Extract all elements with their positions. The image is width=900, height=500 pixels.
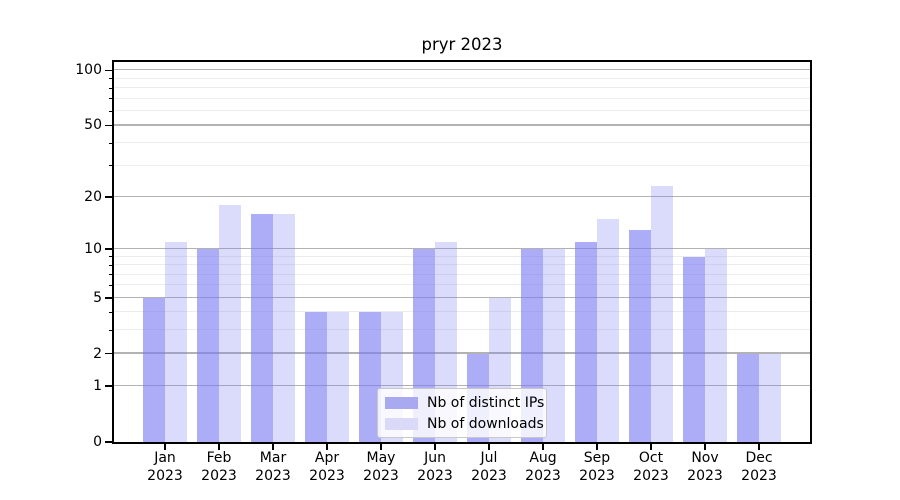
y-tick-mark — [105, 385, 112, 387]
x-tick-label: Jun 2023 — [417, 450, 453, 484]
legend-swatch — [385, 396, 418, 409]
x-tick-label: Feb 2023 — [201, 450, 237, 484]
grid-minor-line — [114, 264, 810, 266]
y-minor-tick-mark — [109, 142, 113, 144]
x-tick-mark — [434, 444, 436, 450]
grid-minor-line — [114, 87, 810, 89]
grid-major-line — [114, 296, 810, 298]
y-minor-tick-mark — [109, 78, 113, 80]
bar-ips-apr — [305, 312, 327, 442]
bar-ips-may — [359, 312, 381, 442]
grid-minor-line — [114, 164, 810, 166]
bar-downloads-oct — [651, 186, 673, 442]
grid-minor-line — [114, 77, 810, 79]
x-tick-label: Aug 2023 — [525, 450, 561, 484]
x-tick-mark — [272, 444, 274, 450]
grid-minor-line — [114, 255, 810, 257]
y-minor-tick-mark — [109, 311, 113, 313]
grid-major-line — [114, 247, 810, 249]
x-tick-label: Dec 2023 — [741, 450, 777, 484]
bar-downloads-mar — [273, 213, 295, 442]
grid-major-line — [114, 124, 810, 126]
bar-ips-jan — [143, 297, 165, 442]
legend-label-downloads: Nb of downloads — [427, 415, 544, 432]
bar-downloads-sep — [597, 218, 619, 442]
y-tick-mark — [105, 296, 112, 299]
grid-minor-line — [114, 110, 810, 112]
x-tick-mark — [164, 444, 166, 450]
bar-ips-dec — [737, 353, 759, 442]
legend-label-distinct-ips: Nb of distinct IPs — [427, 394, 545, 411]
y-minor-tick-mark — [109, 165, 113, 167]
x-tick-label: Sep 2023 — [579, 450, 615, 484]
y-tick-label: 2 — [93, 345, 102, 362]
plot-area — [112, 60, 812, 444]
bar-ips-oct — [629, 229, 651, 442]
grid-minor-line — [114, 311, 810, 313]
bar-ips-nov — [683, 256, 705, 442]
grid-major-line — [114, 352, 810, 354]
y-tick-mark — [105, 248, 112, 250]
grid-major-line — [114, 69, 810, 71]
y-minor-tick-mark — [109, 264, 113, 266]
x-tick-mark — [704, 444, 706, 450]
bar-ips-sep — [575, 241, 597, 442]
grid-minor-line — [114, 273, 810, 275]
y-tick-label: 1 — [93, 378, 102, 395]
grid-major-line — [114, 195, 810, 197]
x-tick-mark — [488, 444, 490, 450]
bar-downloads-jan — [165, 241, 187, 442]
legend-item-distinct-ips: Nb of distinct IPs — [385, 394, 544, 412]
bar-ips-mar — [251, 213, 273, 442]
grid-minor-line — [114, 329, 810, 331]
x-tick-label: Oct 2023 — [633, 450, 669, 484]
legend-swatch — [385, 417, 418, 430]
x-tick-label: Jul 2023 — [471, 450, 507, 484]
y-tick-label: 20 — [84, 188, 102, 205]
legend-item-downloads: Nb of downloads — [385, 415, 544, 433]
bar-downloads-feb — [219, 204, 241, 442]
y-tick-label: 50 — [84, 117, 102, 134]
bar-downloads-dec — [759, 353, 781, 442]
grid-minor-line — [114, 284, 810, 286]
y-minor-tick-mark — [109, 110, 113, 112]
bar-ips-feb — [197, 248, 219, 442]
x-tick-label: Mar 2023 — [255, 450, 291, 484]
y-tick-mark — [105, 69, 112, 72]
x-tick-mark — [218, 444, 220, 450]
y-tick-mark — [105, 352, 112, 355]
x-tick-mark — [596, 444, 598, 450]
x-tick-mark — [380, 444, 382, 450]
y-tick-label: 10 — [84, 240, 102, 257]
grid-minor-line — [114, 142, 810, 144]
y-tick-label: 0 — [93, 434, 102, 450]
x-tick-mark — [758, 444, 760, 450]
bar-downloads-aug — [543, 248, 565, 442]
y-minor-tick-mark — [109, 284, 113, 286]
x-tick-mark — [650, 444, 652, 450]
x-tick-label: Jan 2023 — [147, 450, 183, 484]
y-tick-mark — [105, 124, 112, 127]
y-tick-label: 100 — [75, 62, 102, 79]
y-minor-tick-mark — [109, 274, 113, 276]
bar-downloads-nov — [705, 248, 727, 442]
grid-minor-line — [114, 97, 810, 99]
x-tick-mark — [326, 444, 328, 450]
y-tick-mark — [105, 441, 112, 443]
y-tick-mark — [105, 196, 112, 198]
grid-major-line — [114, 385, 810, 387]
x-tick-label: Apr 2023 — [309, 450, 345, 484]
y-minor-tick-mark — [109, 98, 113, 100]
y-minor-tick-mark — [109, 87, 113, 89]
y-tick-label: 5 — [93, 289, 102, 306]
y-minor-tick-mark — [109, 329, 113, 331]
x-tick-mark — [542, 444, 544, 450]
bar-downloads-apr — [327, 312, 349, 442]
chart-title: pryr 2023 — [421, 35, 503, 54]
y-minor-tick-mark — [109, 256, 113, 258]
x-tick-label: May 2023 — [363, 450, 399, 484]
legend: Nb of distinct IPs Nb of downloads — [377, 388, 547, 438]
x-tick-label: Nov 2023 — [687, 450, 723, 484]
